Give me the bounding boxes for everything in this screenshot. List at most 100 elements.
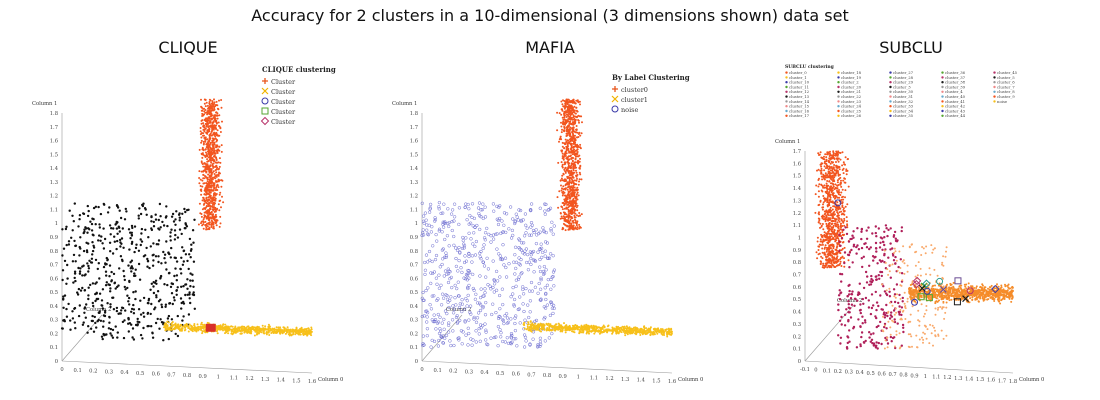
data-point: [630, 331, 633, 334]
data-point: [211, 158, 214, 161]
data-point: [520, 271, 524, 275]
data-point: [82, 212, 85, 215]
data-point: [570, 157, 573, 160]
data-point: [116, 232, 119, 235]
data-point: [199, 178, 202, 181]
data-point: [261, 324, 264, 327]
data-point: [238, 326, 241, 329]
data-point: [213, 98, 215, 101]
data-point: [593, 332, 596, 335]
data-point: [481, 304, 485, 309]
data-point: [283, 328, 286, 330]
data-point: [608, 329, 611, 332]
data-point: [533, 285, 538, 289]
x-tick-label: 0: [60, 367, 63, 373]
data-point: [106, 258, 109, 261]
data-point: [573, 331, 576, 334]
data-point: [517, 208, 521, 212]
data-point: [570, 150, 573, 153]
y-tick-label: 1.5: [793, 174, 801, 180]
data-point: [205, 226, 208, 229]
data-point: [189, 256, 192, 259]
data-point: [576, 173, 579, 176]
data-point: [214, 189, 217, 192]
x-tick-label: 0.8: [183, 373, 191, 379]
data-point: [571, 127, 574, 130]
panel-title-subclu: SUBCLU: [879, 38, 943, 57]
data-point: [207, 130, 210, 133]
data-point: [209, 112, 212, 115]
data-point: [528, 299, 533, 303]
data-point: [209, 204, 212, 207]
data-point: [612, 328, 615, 331]
data-point: [70, 236, 73, 239]
data-point: [438, 327, 442, 331]
data-point: [426, 260, 430, 264]
data-point: [563, 322, 565, 325]
data-point: [112, 227, 115, 230]
x-tick-label: 1.4: [277, 378, 286, 384]
data-point: [114, 287, 117, 290]
data-point: [431, 244, 435, 248]
data-point: [139, 212, 143, 216]
data-point: [432, 313, 436, 317]
data-point: [580, 115, 583, 118]
y-tick-label: 0.4: [50, 304, 59, 310]
data-point: [498, 307, 502, 311]
data-point: [428, 206, 432, 210]
data-point: [152, 259, 155, 262]
data-point: [213, 173, 216, 175]
data-point: [204, 105, 207, 108]
data-point: [575, 125, 578, 127]
data-point: [90, 222, 94, 226]
data-point: [819, 226, 821, 229]
data-point: [603, 329, 605, 332]
data-point: [95, 281, 98, 284]
data-point: [447, 244, 451, 248]
data-point: [89, 283, 92, 287]
data-point: [253, 326, 255, 329]
data-point: [457, 245, 461, 250]
data-point: [577, 101, 580, 104]
y-tick-label: 1: [415, 221, 418, 227]
data-point: [462, 276, 466, 280]
data-point: [629, 329, 632, 332]
data-point: [163, 257, 166, 260]
data-point: [88, 259, 91, 262]
data-point: [441, 211, 445, 215]
data-point: [565, 324, 568, 327]
data-point: [530, 289, 535, 293]
data-point: [561, 103, 564, 106]
data-point: [267, 323, 270, 326]
data-point: [566, 119, 569, 122]
data-point: [449, 295, 453, 299]
data-point: [464, 236, 468, 240]
data-point: [474, 320, 479, 324]
data-point: [841, 201, 844, 204]
data-point: [78, 254, 81, 257]
data-point: [571, 132, 574, 135]
data-point: [657, 329, 660, 331]
data-point: [567, 132, 570, 135]
data-point: [498, 275, 502, 279]
data-point: [201, 323, 204, 326]
data-point: [574, 119, 577, 122]
data-point: [568, 130, 571, 133]
data-point: [577, 155, 580, 158]
data-point: [133, 225, 137, 228]
data-point: [113, 240, 117, 243]
data-point: [575, 206, 578, 209]
data-point: [204, 122, 207, 125]
data-point: [569, 173, 572, 176]
data-point: [87, 297, 90, 301]
data-point: [471, 272, 475, 277]
data-point: [514, 284, 518, 288]
data-point: [576, 110, 579, 113]
data-point: [599, 330, 602, 333]
data-point: [234, 325, 237, 328]
data-point: [108, 321, 111, 324]
data-point: [572, 219, 575, 222]
data-point: [65, 225, 68, 228]
data-point: [180, 285, 183, 288]
data-point: [110, 280, 113, 283]
